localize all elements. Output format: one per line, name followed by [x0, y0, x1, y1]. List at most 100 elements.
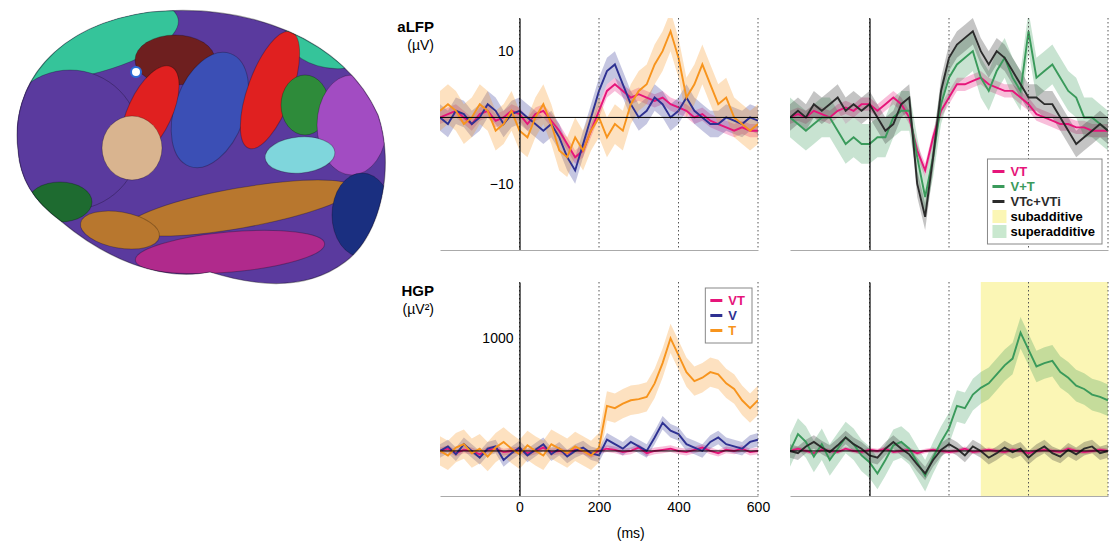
x-axis: 0 200 400 600 — [441, 496, 771, 515]
y-tick: 10 — [498, 43, 520, 59]
y-axis-line — [519, 19, 520, 251]
legend-item: V — [710, 308, 737, 323]
zero-line — [790, 117, 1108, 118]
x-tick-label: 600 — [747, 499, 771, 515]
grid-line — [949, 18, 950, 250]
legend-item: superadditive — [992, 224, 1095, 239]
legend-label: T — [728, 323, 736, 338]
y-axis-unit: (µV) — [407, 37, 434, 53]
legend-item: subadditive — [992, 209, 1082, 224]
error-band — [440, 18, 758, 177]
legend-item: VT — [992, 164, 1027, 179]
x-tick: 400 — [667, 496, 691, 515]
y-axis-title: aLFP — [397, 18, 434, 35]
legend-label: VTc+VTi — [1010, 194, 1060, 209]
grid-line — [1028, 282, 1029, 496]
panel — [790, 282, 1109, 497]
x-axis-line — [441, 496, 759, 497]
grid-line — [1108, 18, 1109, 250]
figure-svg: −1010aLFP(µV)VTV+TVTc+VTisubadditivesupe… — [0, 0, 1120, 550]
legend-item: V+T — [992, 179, 1034, 194]
legend-label: VT — [728, 293, 745, 308]
legend-box — [705, 288, 752, 343]
x-axis-line — [791, 250, 1109, 251]
x-axis-line — [791, 496, 1109, 497]
legend-swatch — [992, 185, 1004, 188]
x-axis-title: (ms) — [617, 525, 645, 541]
legend-label: VT — [1010, 164, 1027, 179]
y-tick: −10 — [490, 176, 520, 192]
plot-area — [440, 324, 758, 472]
y-axis-line — [869, 283, 870, 497]
x-tick: 0 — [516, 496, 524, 515]
panel: −10 10 aLFP (µV) — [397, 11, 758, 250]
brain-region — [28, 182, 92, 222]
panel: VTV+TVTc+VTisubadditivesuperadditive — [790, 11, 1109, 250]
legend-label: V — [728, 308, 737, 323]
y-tick-label: 10 — [498, 43, 514, 59]
legend-item: VT — [710, 293, 745, 308]
error-band — [440, 324, 758, 472]
electrode — [131, 67, 141, 77]
grid-line — [869, 282, 870, 496]
y-axis-line — [869, 19, 870, 251]
zero-line — [790, 450, 1108, 451]
brain-region — [102, 116, 162, 180]
y-axis: −10 10 — [490, 19, 520, 251]
y-axis — [869, 283, 871, 497]
y-tick-label: −10 — [490, 176, 514, 192]
x-axis — [791, 496, 1109, 498]
legend-swatch — [710, 329, 722, 332]
x-axis-line — [441, 250, 759, 251]
grid-line — [678, 282, 679, 496]
grid-line — [519, 18, 520, 250]
x-tick-label: 400 — [667, 499, 691, 515]
y-tick-label: 1000 — [482, 330, 513, 346]
y-axis: 1000 — [482, 283, 520, 497]
y-tick: 1000 — [482, 330, 519, 346]
x-axis — [791, 250, 1109, 252]
x-axis — [441, 250, 759, 252]
grid-line — [599, 18, 600, 250]
zero-line — [440, 117, 758, 118]
figure: −1010aLFP(µV)VTV+TVTc+VTisubadditivesupe… — [0, 0, 1120, 550]
panel: 10000200400600HGP(µV²)(ms)VTVT — [401, 282, 770, 541]
legend: VTV+TVTc+VTisubadditivesuperadditive — [987, 159, 1102, 244]
grid-line — [869, 18, 870, 250]
legend: VTVT — [705, 288, 752, 343]
brain-region — [264, 134, 337, 176]
brain-outline — [17, 10, 385, 283]
y-axis-line — [519, 283, 520, 497]
legend-label: subadditive — [1010, 209, 1082, 224]
grid-line — [678, 18, 679, 250]
y-axis-title: HGP — [401, 282, 434, 299]
legend-swatch — [710, 299, 722, 302]
x-tick: 600 — [747, 496, 771, 515]
legend-swatch — [992, 210, 1006, 223]
grid-line — [519, 282, 520, 496]
grid-line — [949, 282, 950, 496]
legend-swatch — [992, 200, 1004, 203]
legend-swatch — [992, 170, 1004, 173]
grid-line — [599, 282, 600, 496]
x-tick-label: 200 — [588, 499, 612, 515]
y-axis-unit: (µV²) — [403, 301, 434, 317]
plot-area — [790, 282, 1108, 496]
brain-region — [77, 205, 162, 254]
legend-box — [987, 159, 1102, 244]
brain-regions — [0, 0, 392, 280]
zero-line — [440, 450, 758, 451]
legend-item: T — [710, 323, 736, 338]
series-line — [790, 78, 1108, 171]
legend-item: VTc+VTi — [992, 194, 1060, 209]
y-axis — [869, 19, 871, 251]
brain — [0, 0, 392, 284]
legend-swatch — [710, 314, 722, 317]
x-tick: 200 — [588, 496, 612, 515]
x-tick-label: 0 — [516, 499, 524, 515]
legend-label: superadditive — [1010, 224, 1095, 239]
grid-line — [1108, 282, 1109, 496]
grid-line — [758, 18, 759, 250]
legend-label: V+T — [1010, 179, 1034, 194]
legend-swatch — [992, 225, 1006, 238]
